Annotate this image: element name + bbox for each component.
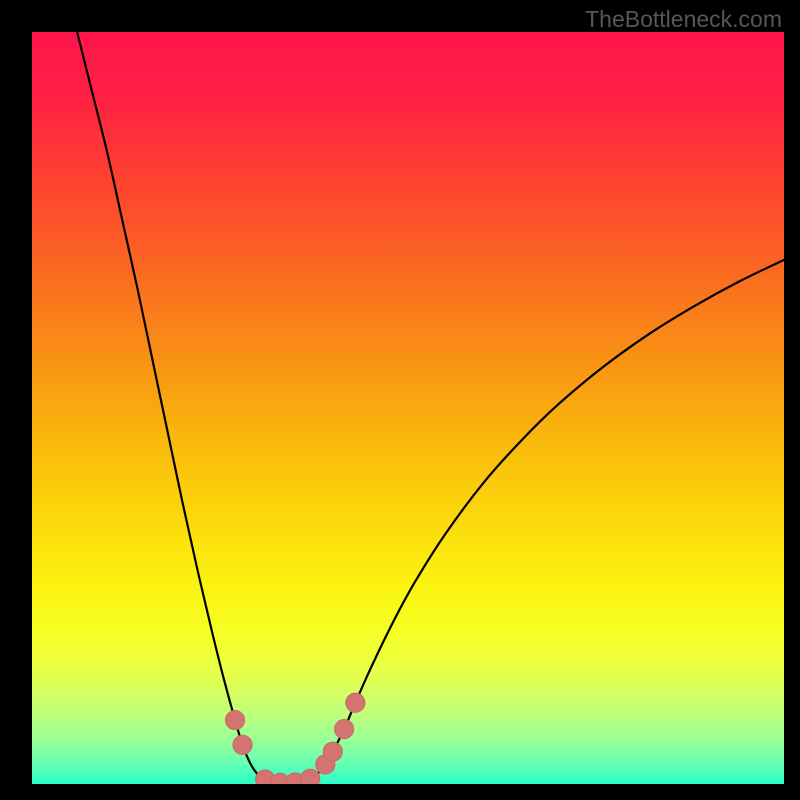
curve-marker — [335, 720, 354, 739]
curve-marker — [323, 742, 342, 761]
curve-marker — [301, 769, 320, 784]
curve-marker — [233, 735, 252, 754]
bottleneck-plot — [32, 32, 784, 784]
watermark-text: TheBottleneck.com — [585, 6, 782, 33]
plot-svg — [32, 32, 784, 784]
curve-marker — [346, 693, 365, 712]
curve-marker — [226, 711, 245, 730]
plot-background — [32, 32, 784, 784]
